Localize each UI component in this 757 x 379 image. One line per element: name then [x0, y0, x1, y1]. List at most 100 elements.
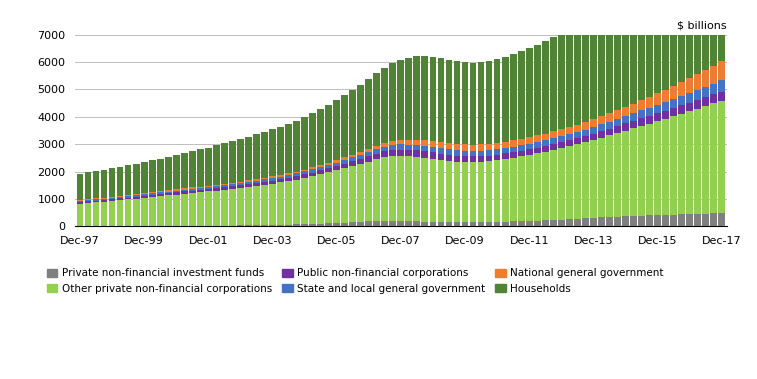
Bar: [285, 181, 292, 225]
Bar: [205, 186, 212, 187]
Bar: [453, 155, 460, 161]
Bar: [188, 189, 195, 191]
Bar: [317, 174, 324, 224]
Bar: [518, 51, 525, 139]
Bar: [702, 213, 709, 226]
Bar: [453, 150, 460, 155]
Bar: [157, 196, 164, 226]
Bar: [702, 106, 709, 213]
Bar: [101, 199, 107, 200]
Bar: [285, 225, 292, 226]
Bar: [389, 141, 396, 145]
Bar: [229, 184, 235, 186]
Bar: [269, 178, 276, 181]
Bar: [646, 97, 653, 108]
Bar: [277, 179, 284, 182]
Bar: [622, 116, 629, 124]
Bar: [269, 225, 276, 226]
Bar: [141, 198, 148, 226]
Bar: [76, 200, 83, 201]
Bar: [462, 222, 469, 226]
Bar: [718, 213, 725, 226]
Bar: [462, 144, 469, 150]
Bar: [550, 138, 556, 144]
Bar: [646, 124, 653, 216]
Bar: [526, 221, 533, 226]
Bar: [261, 182, 268, 185]
Bar: [606, 122, 613, 128]
Bar: [646, 0, 653, 97]
Bar: [92, 200, 99, 202]
Bar: [526, 155, 533, 221]
Bar: [509, 152, 516, 158]
Bar: [333, 160, 340, 163]
Bar: [542, 146, 549, 152]
Bar: [494, 222, 500, 226]
Bar: [438, 58, 444, 143]
Bar: [141, 193, 148, 194]
Bar: [686, 93, 693, 103]
Bar: [558, 143, 565, 148]
Bar: [606, 217, 613, 226]
Bar: [622, 124, 629, 130]
Bar: [478, 150, 484, 156]
Bar: [197, 192, 204, 226]
Bar: [213, 186, 220, 188]
Bar: [301, 178, 308, 224]
Bar: [654, 215, 661, 226]
Bar: [92, 171, 99, 199]
Bar: [462, 156, 469, 162]
Bar: [157, 193, 164, 194]
Bar: [413, 56, 420, 140]
Bar: [662, 0, 669, 90]
Bar: [502, 148, 509, 153]
Bar: [702, 0, 709, 70]
Bar: [518, 139, 525, 145]
Bar: [486, 155, 493, 161]
Bar: [253, 186, 260, 225]
Bar: [108, 199, 115, 201]
Bar: [373, 154, 380, 160]
Bar: [582, 136, 589, 142]
Bar: [397, 150, 404, 156]
Bar: [261, 132, 268, 178]
Bar: [606, 128, 613, 135]
Bar: [285, 178, 292, 181]
Bar: [309, 168, 316, 169]
Bar: [566, 134, 573, 140]
Bar: [654, 121, 661, 215]
Bar: [710, 94, 717, 103]
Bar: [333, 163, 340, 166]
Bar: [526, 144, 533, 149]
Bar: [413, 157, 420, 221]
Bar: [446, 155, 453, 161]
Bar: [357, 152, 364, 155]
Bar: [85, 200, 92, 201]
Bar: [341, 95, 348, 157]
Bar: [382, 221, 388, 226]
Bar: [181, 153, 188, 188]
Bar: [453, 222, 460, 226]
Bar: [293, 180, 300, 224]
Bar: [429, 222, 436, 226]
Bar: [188, 191, 195, 193]
Bar: [406, 156, 413, 221]
Bar: [582, 122, 589, 130]
Bar: [301, 171, 308, 174]
Bar: [670, 86, 677, 99]
Bar: [422, 141, 428, 146]
Bar: [598, 138, 605, 218]
Bar: [518, 156, 525, 221]
Bar: [366, 157, 372, 161]
Bar: [285, 124, 292, 173]
Bar: [382, 157, 388, 221]
Bar: [526, 137, 533, 144]
Bar: [165, 191, 172, 193]
Bar: [710, 0, 717, 66]
Bar: [85, 199, 92, 200]
Bar: [221, 184, 228, 185]
Bar: [389, 145, 396, 150]
Bar: [293, 173, 300, 176]
Bar: [406, 150, 413, 156]
Bar: [309, 113, 316, 168]
